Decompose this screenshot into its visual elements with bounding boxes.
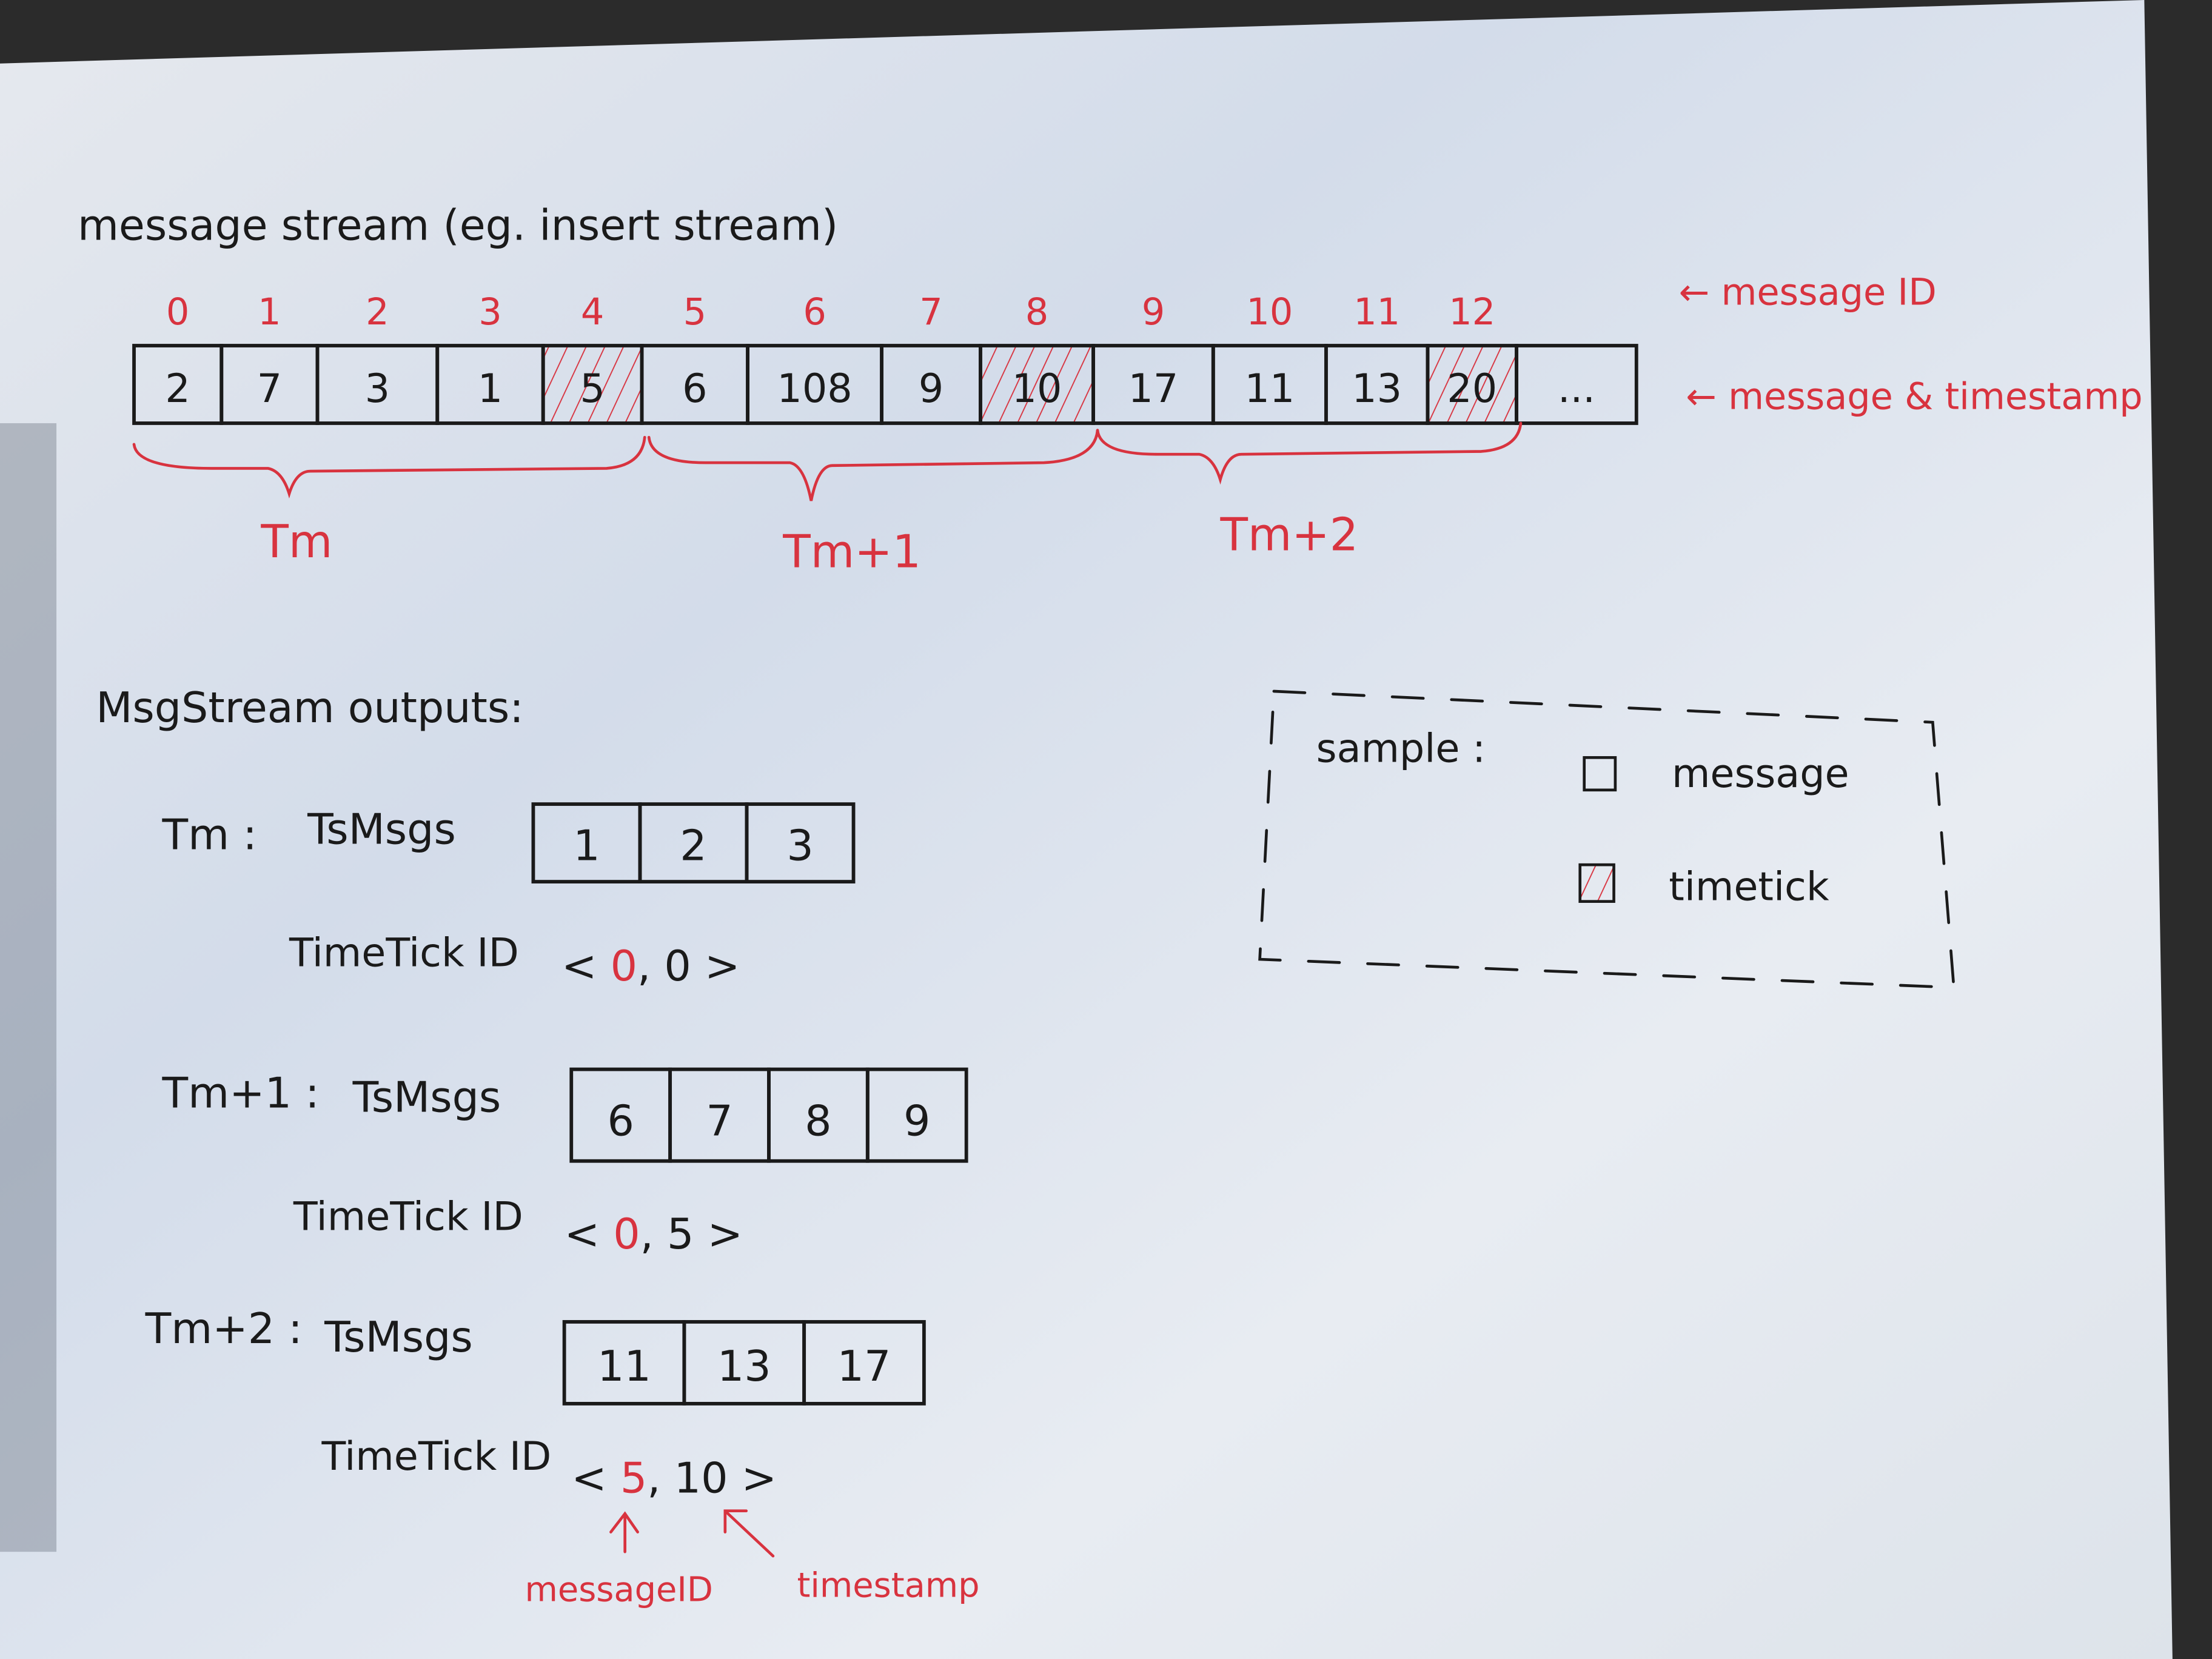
outputs-section: Tm : TsMsgs 1 2 3 TimeTick ID < 0, 0 > Tm+… bbox=[145, 802, 980, 1610]
timetick-message-id: 5 bbox=[620, 1453, 647, 1503]
output-message-cell bbox=[745, 802, 856, 883]
cell-timestamp: 5 bbox=[580, 366, 605, 412]
output-message-value: 1 bbox=[573, 821, 600, 870]
cell-timestamp: 20 bbox=[1447, 366, 1497, 412]
arrow-up-icon bbox=[609, 1511, 639, 1553]
annotation-timestamp: timestamp bbox=[797, 1566, 979, 1606]
timetick-cell bbox=[541, 344, 644, 425]
message-stream: 207132135465108697108179111013112012... bbox=[132, 291, 1638, 425]
tsmsgs-box-tm1: 6 7 8 9 bbox=[569, 1067, 968, 1163]
output-message-value: 6 bbox=[607, 1096, 634, 1145]
cell-message-id: 1 bbox=[258, 291, 281, 333]
output-message-value: 3 bbox=[786, 821, 813, 870]
timetick-id-value-tm: < 0, 0 > bbox=[561, 942, 740, 991]
cell-timestamp: 7 bbox=[257, 366, 282, 412]
brace-tm bbox=[132, 435, 646, 499]
cell-timestamp: 108 bbox=[777, 366, 852, 412]
output-message-value: 13 bbox=[717, 1342, 771, 1391]
group-braces: Tm Tm+1 Tm+2 bbox=[132, 421, 1523, 578]
output-message-value: 2 bbox=[680, 821, 706, 870]
empty-square-icon bbox=[1583, 756, 1617, 792]
timetick-id-label: TimeTick ID bbox=[293, 1195, 523, 1240]
annotation-message-id: messageID bbox=[525, 1570, 712, 1610]
output-message-value: 7 bbox=[706, 1096, 732, 1145]
cell-timestamp: 2 bbox=[165, 366, 190, 412]
output-message-cell bbox=[865, 1067, 968, 1163]
timetick-id-label: TimeTick ID bbox=[289, 931, 519, 976]
cell-message-id: 7 bbox=[919, 291, 942, 333]
timetick-id-label: TimeTick ID bbox=[321, 1434, 551, 1480]
cell-message-id: 11 bbox=[1353, 291, 1400, 333]
cell-message-id: 6 bbox=[803, 291, 826, 333]
tsmsgs-label: TsMsgs bbox=[307, 805, 456, 854]
row-name-tm2: Tm+2 : bbox=[145, 1304, 303, 1353]
brace-tm2 bbox=[1096, 421, 1523, 485]
arrow-up-left-icon bbox=[723, 1509, 775, 1558]
cell-message-id: 12 bbox=[1449, 291, 1495, 333]
cell-timestamp: 13 bbox=[1352, 366, 1402, 412]
cell-timestamp: ... bbox=[1558, 366, 1595, 412]
group-label-tm1: Tm+1 bbox=[782, 525, 921, 578]
cell-timestamp: 6 bbox=[682, 366, 707, 412]
tsmsgs-label: TsMsgs bbox=[324, 1313, 473, 1362]
brace-tm1 bbox=[647, 429, 1099, 501]
message-cell bbox=[1515, 344, 1638, 425]
output-message-cell bbox=[802, 1320, 926, 1406]
cell-message-id: 4 bbox=[581, 291, 604, 333]
timetick-cell bbox=[979, 344, 1095, 425]
cell-timestamp: 3 bbox=[365, 366, 390, 412]
timetick-id-value-tm1: < 0, 5 > bbox=[565, 1210, 743, 1259]
cell-timestamp: 9 bbox=[919, 366, 943, 412]
legend-label-timetick: timetick bbox=[1669, 864, 1829, 910]
cell-message-id: 9 bbox=[1142, 291, 1165, 333]
shadow bbox=[0, 423, 57, 1552]
message-timestamp-annotation: ← message & timestamp bbox=[1686, 376, 2142, 418]
cell-timestamp: 1 bbox=[478, 366, 503, 412]
timetick-timestamp: 5 bbox=[667, 1210, 694, 1259]
cell-message-id: 2 bbox=[366, 291, 389, 333]
cell-timestamp: 17 bbox=[1128, 366, 1179, 412]
legend-title: sample : bbox=[1316, 726, 1486, 771]
hatched-square-icon bbox=[1578, 863, 1615, 903]
cell-message-id: 5 bbox=[683, 291, 706, 333]
cell-timestamp: 10 bbox=[1012, 366, 1062, 412]
output-message-value: 11 bbox=[597, 1342, 651, 1391]
cell-timestamp: 11 bbox=[1244, 366, 1295, 412]
row-name-tm1: Tm+1 : bbox=[162, 1068, 320, 1118]
cell-message-id: 10 bbox=[1246, 291, 1293, 333]
group-label-tm: Tm bbox=[260, 515, 332, 568]
legend-border bbox=[1258, 689, 1956, 990]
message-id-annotation: ← message ID bbox=[1679, 272, 1937, 314]
outputs-heading: MsgStream outputs: bbox=[96, 683, 524, 732]
cell-message-id: 8 bbox=[1025, 291, 1048, 333]
group-label-tm2: Tm+2 bbox=[1219, 508, 1358, 561]
tsmsgs-box-tm2: 11 13 17 bbox=[562, 1320, 926, 1406]
legend-box: sample : message timetick bbox=[1258, 689, 1956, 990]
cell-message-id: 0 bbox=[166, 291, 189, 333]
cell-message-id: 3 bbox=[478, 291, 501, 333]
row-name-tm: Tm : bbox=[162, 811, 257, 860]
timetick-timestamp: 0 bbox=[664, 942, 691, 991]
timetick-message-id: 0 bbox=[613, 1210, 640, 1259]
tsmsgs-box-tm: 1 2 3 bbox=[531, 802, 856, 883]
output-message-value: 9 bbox=[903, 1096, 930, 1145]
timetick-message-id: 0 bbox=[611, 942, 637, 991]
tsmsgs-label: TsMsgs bbox=[352, 1073, 501, 1122]
timetick-timestamp: 10 bbox=[674, 1453, 728, 1503]
output-message-value: 17 bbox=[837, 1342, 891, 1391]
legend-label-message: message bbox=[1672, 751, 1849, 797]
timetick-id-value-tm2: < 5, 10 > bbox=[571, 1453, 777, 1503]
diagram-title: message stream (eg. insert stream) bbox=[78, 201, 838, 250]
output-message-value: 8 bbox=[805, 1096, 831, 1145]
